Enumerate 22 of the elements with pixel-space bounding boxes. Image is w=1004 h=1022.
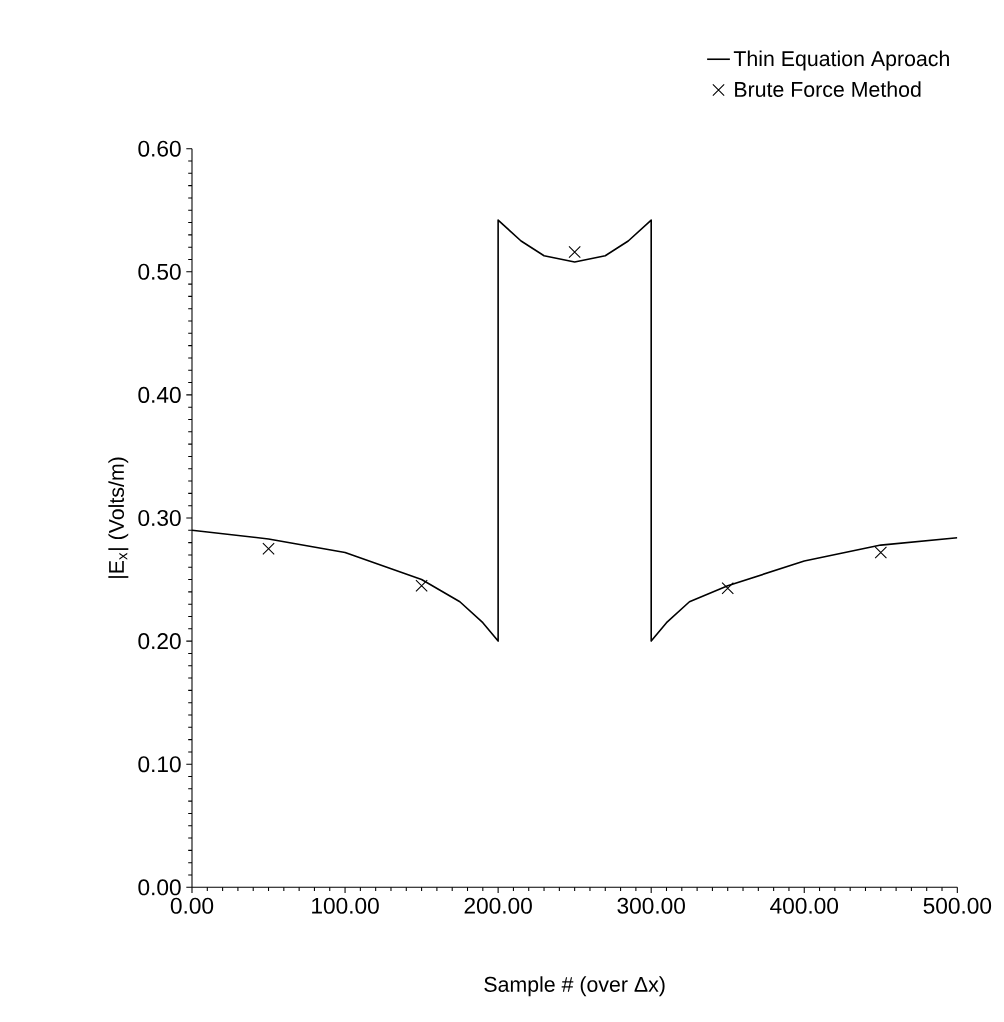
y-tick-label: 0.50 xyxy=(138,263,181,280)
x-tick-label: 100.00 xyxy=(312,897,379,914)
legend-label: Brute Force Method xyxy=(735,81,921,97)
point xyxy=(415,579,428,592)
y-axis-title: |E$_{x}$| (Volts/m) xyxy=(108,457,129,578)
y-tick-label: 0.40 xyxy=(138,386,181,403)
x-tick-label: 0.00 xyxy=(170,897,214,914)
legend-label: Thin Equation Aproach xyxy=(733,50,949,71)
point xyxy=(874,546,887,559)
point xyxy=(568,245,581,259)
y-tick-label: 0.60 xyxy=(138,140,181,157)
y-tick-label: 0.00 xyxy=(138,879,181,896)
x-tick-label: 200.00 xyxy=(464,897,532,914)
y-tick-label: 0.20 xyxy=(138,633,181,650)
x-tick-label: 400.00 xyxy=(770,897,839,914)
x-axis-title: Sample # (over Δx) xyxy=(484,976,665,997)
point xyxy=(721,581,734,595)
y-tick-label: 0.10 xyxy=(138,756,181,773)
x-tick-label: 500.00 xyxy=(923,897,992,914)
x-tick-label: 300.00 xyxy=(617,897,685,914)
point xyxy=(262,542,275,555)
y-tick-label: 0.30 xyxy=(138,509,181,527)
